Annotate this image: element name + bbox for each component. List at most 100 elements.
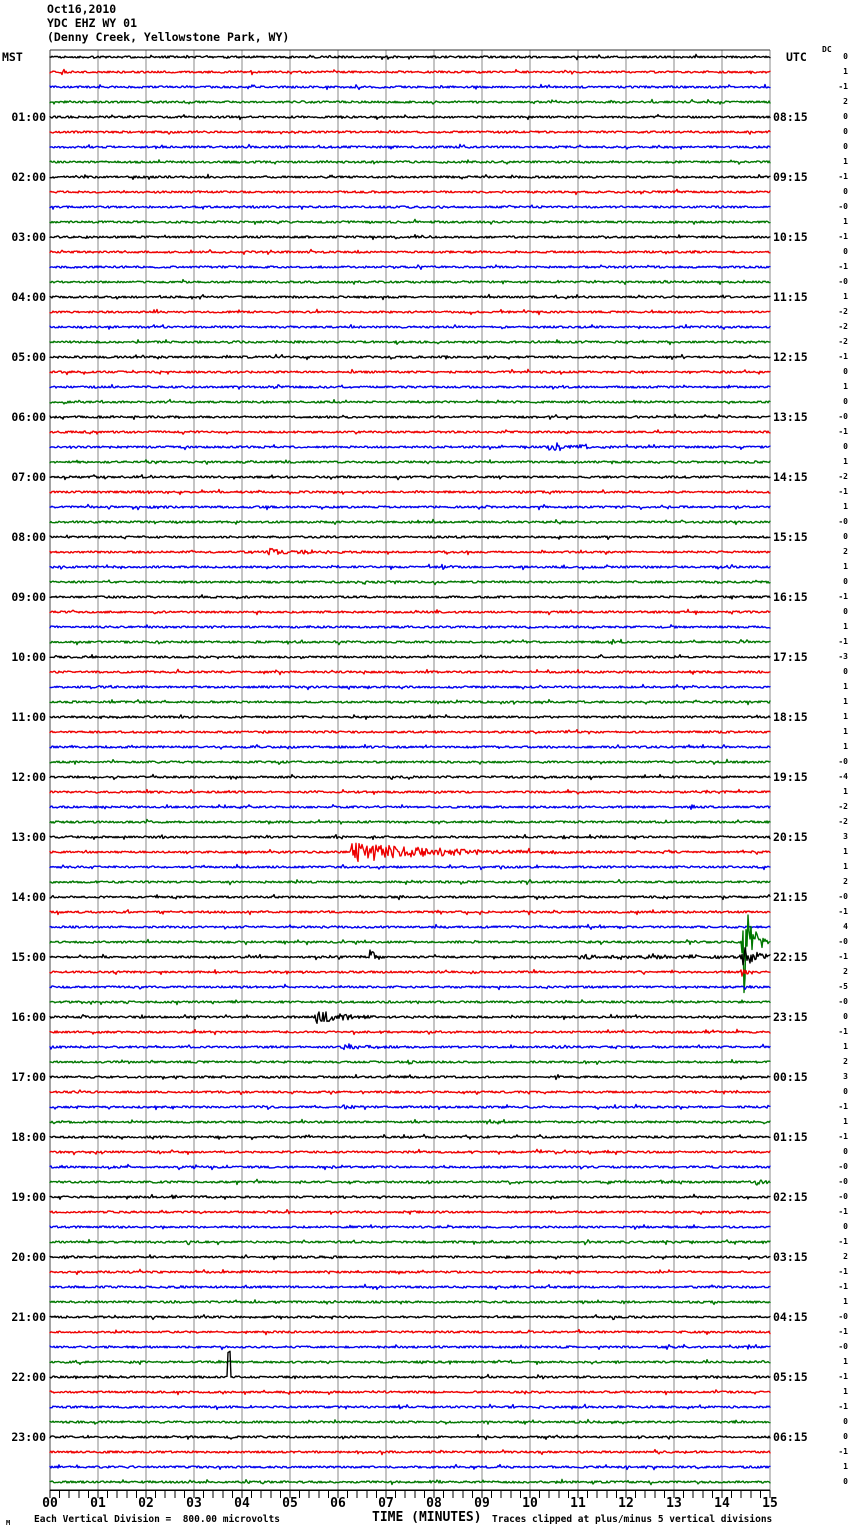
seismogram-trace-row-38 xyxy=(49,624,771,630)
seismogram-trace-row-46 xyxy=(49,743,771,750)
footer-left-note: Each Vertical Division = 800.00 microvol… xyxy=(34,1514,280,1525)
seismogram-trace-row-83 xyxy=(49,1299,771,1306)
dc-offset-value: -2 xyxy=(838,817,848,826)
utc-time-label: 02:15 xyxy=(773,1190,808,1204)
dc-offset-value: 3 xyxy=(843,832,848,841)
x-axis-title: TIME (MINUTES) xyxy=(372,1510,482,1525)
mst-time-label: 02:00 xyxy=(11,170,46,184)
mst-time-label: 19:00 xyxy=(11,1190,46,1204)
dc-offset-value: 0 xyxy=(843,1012,848,1021)
seismogram-trace-row-58 xyxy=(49,923,771,930)
dc-offset-value: -1 xyxy=(838,1207,848,1216)
seismogram-trace-row-22 xyxy=(49,383,771,390)
utc-time-label: 22:15 xyxy=(773,950,808,964)
dc-offset-value: 1 xyxy=(843,727,848,736)
mst-time-label: 21:00 xyxy=(11,1310,46,1324)
seismogram-trace-row-74 xyxy=(49,1163,771,1171)
utc-time-label: 21:15 xyxy=(773,890,808,904)
utc-time-label: 11:15 xyxy=(773,290,808,304)
seismogram-trace-row-18 xyxy=(49,323,771,330)
dc-offset-value: 1 xyxy=(843,622,848,631)
dc-offset-value: 0 xyxy=(843,532,848,541)
dc-offset-value: -1 xyxy=(838,1327,848,1336)
title-station: YDC EHZ WY 01 xyxy=(47,16,138,30)
seismogram-trace-row-10 xyxy=(49,204,771,210)
dc-offset-value: -0 xyxy=(838,1192,848,1201)
seismogram-trace-row-27 xyxy=(49,459,771,465)
dc-offset-value: -2 xyxy=(838,802,848,811)
dc-offset-value: 0 xyxy=(843,1417,848,1426)
mst-time-label: 05:00 xyxy=(11,350,46,364)
seismogram-trace-row-29 xyxy=(49,488,771,496)
mst-time-label: 09:00 xyxy=(11,590,46,604)
seismogram-trace-row-73 xyxy=(49,1148,771,1156)
seismogram-trace-row-8 xyxy=(49,173,771,181)
seismogram-trace-row-68 xyxy=(49,1073,771,1081)
seismogram-trace-row-89 xyxy=(49,1389,771,1396)
mst-time-label: 14:00 xyxy=(11,890,46,904)
dc-offset-value: 0 xyxy=(843,1432,848,1441)
utc-time-label: 12:15 xyxy=(773,350,808,364)
x-tick-label: 09 xyxy=(474,1496,490,1511)
seismogram-trace-row-9 xyxy=(49,188,771,196)
dc-offset-value: -1 xyxy=(838,1372,848,1381)
dc-offset-value: 1 xyxy=(843,292,848,301)
seismogram-trace-row-30 xyxy=(49,503,771,511)
dc-offset-value: -0 xyxy=(838,1177,848,1186)
mst-time-label: 01:00 xyxy=(11,110,46,124)
dc-offset-value: 2 xyxy=(843,97,848,106)
seismogram-trace-row-15 xyxy=(49,278,771,285)
utc-time-label: 15:15 xyxy=(773,530,808,544)
seismogram-trace-row-13 xyxy=(49,248,771,256)
seismogram-trace-row-43 xyxy=(49,698,771,706)
seismogram-trace-row-21 xyxy=(49,368,771,376)
seismogram-trace-row-37 xyxy=(49,608,771,616)
seismogram-trace-row-5 xyxy=(49,129,771,135)
dc-offset-value: 0 xyxy=(843,1087,848,1096)
dc-offset-value: 1 xyxy=(843,787,848,796)
seismogram-trace-row-56 xyxy=(49,893,771,901)
seismogram-trace-row-26 xyxy=(49,442,771,452)
dc-offset-value: 2 xyxy=(843,1057,848,1066)
seismogram-trace-row-69 xyxy=(49,1089,771,1096)
seismogram-trace-row-92 xyxy=(49,1433,771,1441)
dc-offset-value: -0 xyxy=(838,997,848,1006)
seismogram-trace-row-34 xyxy=(49,563,771,571)
dc-offset-value: 1 xyxy=(843,67,848,76)
mst-time-label: 17:00 xyxy=(11,1070,46,1084)
dc-offset-value: 1 xyxy=(843,562,848,571)
dc-offset-value: 0 xyxy=(843,142,848,151)
seismogram-trace-row-91 xyxy=(49,1418,771,1425)
seismogram-trace-row-93 xyxy=(49,1448,771,1456)
dc-offset-value: -1 xyxy=(838,592,848,601)
seismogram-trace-row-16 xyxy=(49,293,771,301)
seismogram-trace-row-84 xyxy=(49,1314,771,1321)
mst-time-label: 04:00 xyxy=(11,290,46,304)
dc-offset-value: 1 xyxy=(843,682,848,691)
x-tick-label: 14 xyxy=(714,1496,730,1511)
seismogram-trace-row-33 xyxy=(49,547,771,556)
seismogram-trace-row-53 xyxy=(49,842,771,863)
seismogram-trace-row-60 xyxy=(49,947,771,966)
mst-time-label: 16:00 xyxy=(11,1010,46,1024)
dc-offset-value: 0 xyxy=(843,607,848,616)
seismogram-trace-row-36 xyxy=(49,594,771,600)
dc-offset-value: -1 xyxy=(838,1027,848,1036)
utc-time-label: 18:15 xyxy=(773,710,808,724)
dc-offset-value: 1 xyxy=(843,697,848,706)
dc-offset-value: -1 xyxy=(838,1132,848,1141)
seismogram-trace-row-39 xyxy=(49,638,771,646)
x-tick-label: 04 xyxy=(234,1496,250,1511)
dc-offset-value: -1 xyxy=(838,172,848,181)
dc-offset-value: 0 xyxy=(843,1147,848,1156)
dc-offset-value: 0 xyxy=(843,247,848,256)
dc-offset-value: 0 xyxy=(843,397,848,406)
dc-offset-value: 1 xyxy=(843,457,848,466)
mst-time-label: 11:00 xyxy=(11,710,46,724)
x-tick-label: 10 xyxy=(522,1496,538,1511)
utc-time-label: 19:15 xyxy=(773,770,808,784)
seismogram-trace-row-79 xyxy=(49,1238,771,1246)
seismogram-trace-row-40 xyxy=(49,654,771,660)
dc-offset-value: -0 xyxy=(838,937,848,946)
